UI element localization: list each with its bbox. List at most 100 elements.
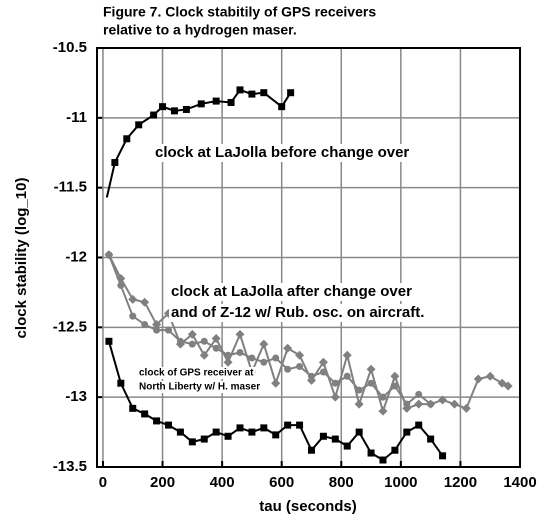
data-point (415, 390, 423, 398)
y-axis-label: clock stability (log_10) (13, 178, 30, 339)
data-point (260, 424, 268, 432)
annotation-bg (137, 381, 263, 393)
chart-title: relative to a hydrogen maser. (103, 22, 297, 38)
annotation-bg (137, 367, 256, 379)
data-point (331, 435, 339, 443)
data-point (306, 375, 316, 385)
data-point (187, 329, 197, 339)
data-point (366, 364, 376, 374)
data-point (117, 281, 125, 289)
annotation: clock at LaJolla before change over (155, 144, 409, 161)
data-point (485, 371, 495, 381)
annotation-bg (153, 144, 412, 162)
data-point (343, 442, 351, 450)
data-point (199, 350, 209, 360)
data-point (135, 121, 143, 129)
data-point (182, 105, 190, 113)
data-point (212, 97, 220, 105)
x-tick-label: 1200 (444, 474, 477, 491)
x-axis-label: tau (seconds) (259, 498, 357, 515)
y-tick-label: -13 (65, 388, 87, 405)
data-point (461, 403, 471, 413)
data-point (331, 379, 339, 387)
data-point (223, 357, 233, 367)
data-point (212, 428, 220, 436)
data-point (272, 354, 280, 362)
y-tick-label: -13.5 (53, 458, 87, 475)
data-point (426, 399, 436, 409)
data-point (227, 98, 235, 106)
data-point (272, 431, 280, 439)
data-point (236, 348, 244, 356)
annotation: clock of GPS receiver at (139, 368, 254, 379)
data-point (153, 326, 161, 334)
data-point (260, 89, 268, 97)
data-point (415, 421, 423, 429)
data-point (111, 159, 119, 167)
x-tick-label: 200 (150, 474, 175, 491)
data-point (271, 378, 281, 388)
data-point (188, 340, 196, 348)
series-line (105, 88, 292, 198)
data-point (224, 432, 232, 440)
data-point (197, 100, 205, 108)
data-point (414, 399, 424, 409)
data-point (391, 446, 399, 454)
data-point (248, 428, 256, 436)
y-tick-label: -12 (65, 248, 87, 265)
chart-title: Figure 7. Clock stabitily of GPS receive… (103, 4, 376, 20)
annotation: clock at LaJolla after change over (171, 283, 412, 300)
annotation-bg (169, 304, 427, 322)
data-point (248, 90, 256, 98)
data-point (260, 358, 268, 366)
data-point (259, 339, 269, 349)
data-point (176, 428, 184, 436)
data-point (503, 381, 513, 391)
x-tick-label: 1000 (384, 474, 417, 491)
data-point (104, 250, 114, 260)
data-point (170, 107, 178, 115)
data-point (117, 379, 125, 387)
data-point (354, 399, 364, 409)
data-point (367, 379, 375, 387)
y-tick-label: -11 (66, 109, 87, 126)
data-point (427, 435, 435, 443)
data-point (319, 432, 327, 440)
plot-frame (96, 47, 521, 468)
data-point (129, 404, 137, 412)
data-point (287, 89, 295, 97)
data-point (236, 86, 244, 94)
data-point (128, 294, 138, 304)
data-point (175, 339, 185, 349)
data-point (235, 329, 245, 339)
data-point (307, 446, 315, 454)
data-point (403, 428, 411, 436)
annotation: and of Z-12 w/ Rub. osc. on aircraft. (171, 304, 424, 321)
data-point (123, 135, 131, 143)
data-point (248, 354, 256, 362)
data-point (153, 417, 161, 425)
y-tick-label: -12.5 (53, 318, 87, 335)
data-point (129, 312, 137, 320)
data-point (236, 424, 244, 432)
data-point (402, 403, 412, 413)
data-point (295, 350, 305, 360)
data-point (439, 452, 447, 460)
data-point (390, 371, 400, 381)
data-point (188, 438, 196, 446)
data-point (283, 343, 293, 353)
data-point (164, 421, 172, 429)
data-point (355, 428, 363, 436)
data-point (378, 406, 388, 416)
annotation-bg (169, 283, 414, 301)
data-point (141, 410, 149, 418)
y-tick-label: -11.5 (54, 179, 87, 196)
data-point (342, 350, 352, 360)
data-point (116, 273, 126, 283)
data-point (284, 421, 292, 429)
data-point (211, 334, 221, 344)
data-point (278, 103, 286, 111)
data-point (296, 362, 304, 370)
data-point (449, 399, 459, 409)
